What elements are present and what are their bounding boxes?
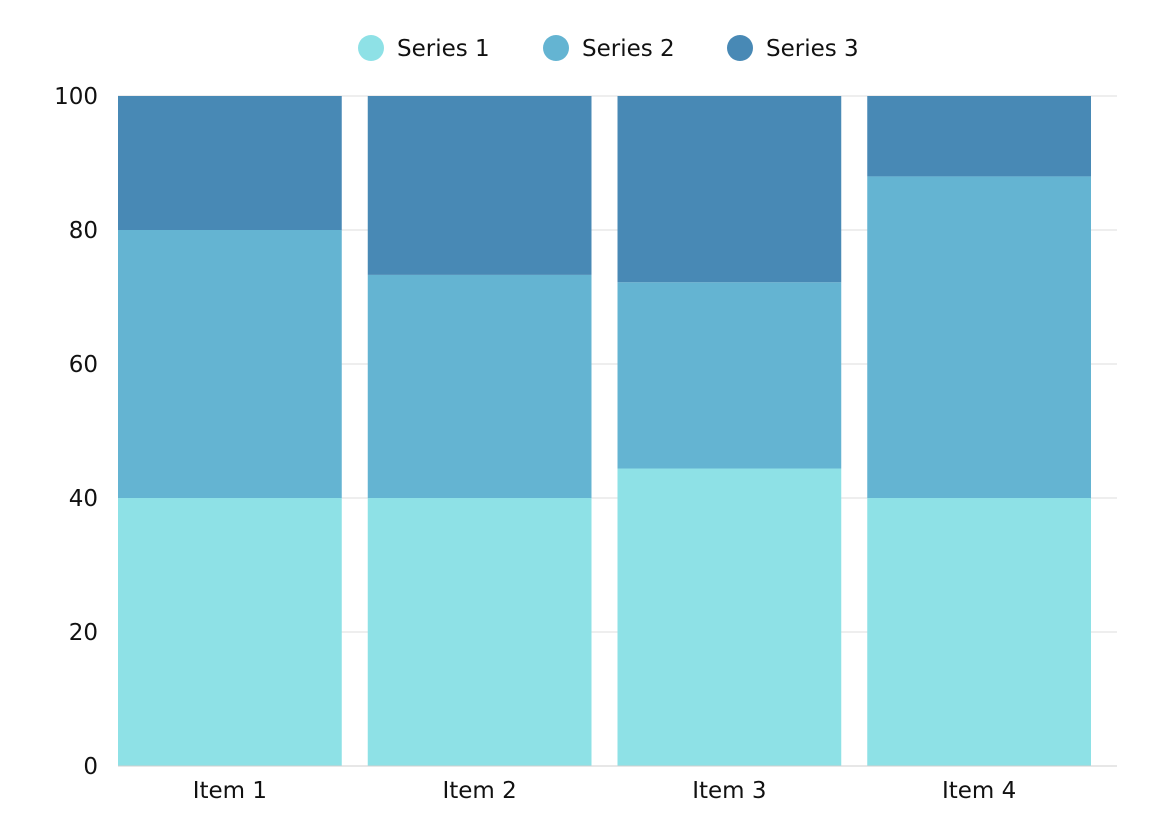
y-tick-label-0: 0 — [83, 754, 98, 780]
legend-item-series-1: Series 1 — [358, 35, 490, 62]
x-tick-label-item-2: Item 2 — [442, 778, 516, 804]
bar-item-3-series-1 — [617, 468, 842, 766]
legend-label-series-1: Series 1 — [397, 36, 490, 62]
bar-item-1-series-3 — [118, 96, 342, 230]
legend-label-series-2: Series 2 — [582, 36, 675, 62]
legend-swatch-series-2 — [543, 35, 569, 61]
y-axis: 0 20 40 60 80 100 — [54, 84, 98, 780]
legend: Series 1 Series 2 Series 3 — [358, 35, 859, 62]
bar-item-4-series-1 — [867, 498, 1091, 766]
y-tick-label-80: 80 — [69, 218, 98, 244]
y-tick-label-100: 100 — [54, 84, 98, 110]
bar-item-1-series-2 — [118, 230, 342, 498]
bar-item-4-series-3 — [867, 96, 1091, 177]
bar-item-3-series-3 — [617, 96, 842, 283]
y-tick-label-20: 20 — [69, 620, 98, 646]
bar-item-2-series-2 — [367, 274, 592, 498]
x-tick-label-item-4: Item 4 — [942, 778, 1016, 804]
bar-item-3-series-2 — [617, 282, 842, 469]
y-tick-label-40: 40 — [69, 486, 98, 512]
legend-swatch-series-1 — [358, 35, 384, 61]
legend-swatch-series-3 — [727, 35, 753, 61]
x-axis: Item 1 Item 2 Item 3 Item 4 — [118, 765, 1117, 804]
bar-item-2-series-1 — [367, 498, 592, 766]
bars — [118, 96, 1091, 766]
bar-item-4-series-2 — [867, 176, 1091, 498]
legend-label-series-3: Series 3 — [766, 36, 859, 62]
legend-item-series-3: Series 3 — [727, 35, 859, 62]
x-tick-label-item-3: Item 3 — [692, 778, 766, 804]
x-tick-label-item-1: Item 1 — [193, 778, 267, 804]
bar-item-2-series-3 — [367, 96, 592, 275]
legend-item-series-2: Series 2 — [543, 35, 675, 62]
bar-item-1-series-1 — [118, 498, 342, 766]
y-tick-label-60: 60 — [69, 352, 98, 378]
